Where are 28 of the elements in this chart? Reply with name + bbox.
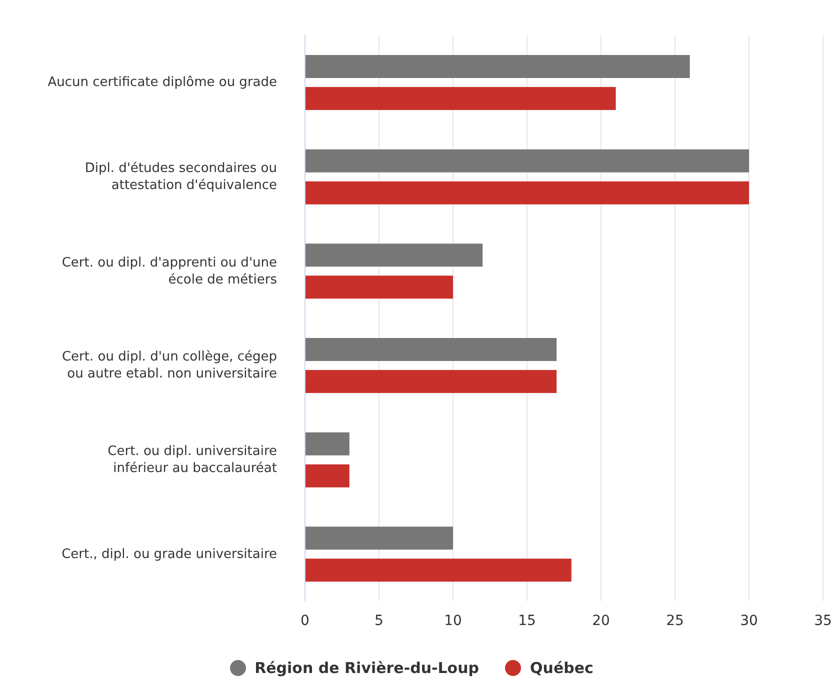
x-tick-label: 25: [666, 612, 684, 629]
legend-label: Québec: [529, 659, 594, 677]
y-tick-label: Aucun certificate diplôme ou grade: [48, 74, 277, 90]
bar: [305, 464, 350, 488]
bar: [305, 526, 453, 550]
x-tick-label: 15: [518, 612, 536, 629]
bar: [305, 432, 350, 456]
x-tick-label: 35: [814, 612, 832, 629]
y-tick-label: Cert., dipl. ou grade universitaire: [62, 546, 277, 562]
bar: [305, 370, 557, 393]
bar: [305, 558, 572, 582]
bar: [305, 181, 749, 204]
y-tick-label: Cert. ou dipl. universitaire inférieur au baccalauréat: [108, 444, 277, 476]
bar: [305, 87, 616, 110]
x-tick-label: 20: [592, 612, 610, 629]
x-tick-label: 30: [740, 612, 758, 629]
x-tick-label: 0: [300, 612, 310, 629]
bar: [305, 338, 557, 361]
y-tick-label: Cert. ou dipl. d'apprenti ou d'une école de métiers: [62, 254, 278, 287]
bar: [305, 149, 749, 172]
legend-label: Région de Rivière-du-Loup: [254, 659, 480, 677]
x-tick-label: 10: [444, 612, 462, 629]
bar: [305, 276, 453, 299]
x-tick-label: 5: [374, 612, 384, 629]
bar: [305, 55, 690, 78]
y-tick-label: Cert. ou dipl. d'un collège, cégep ou autre etabl. non universitaire: [62, 349, 277, 382]
bar: [305, 244, 483, 267]
y-tick-label: Dipl. d'études secondaires ou attestation d'équivalence: [84, 160, 277, 192]
